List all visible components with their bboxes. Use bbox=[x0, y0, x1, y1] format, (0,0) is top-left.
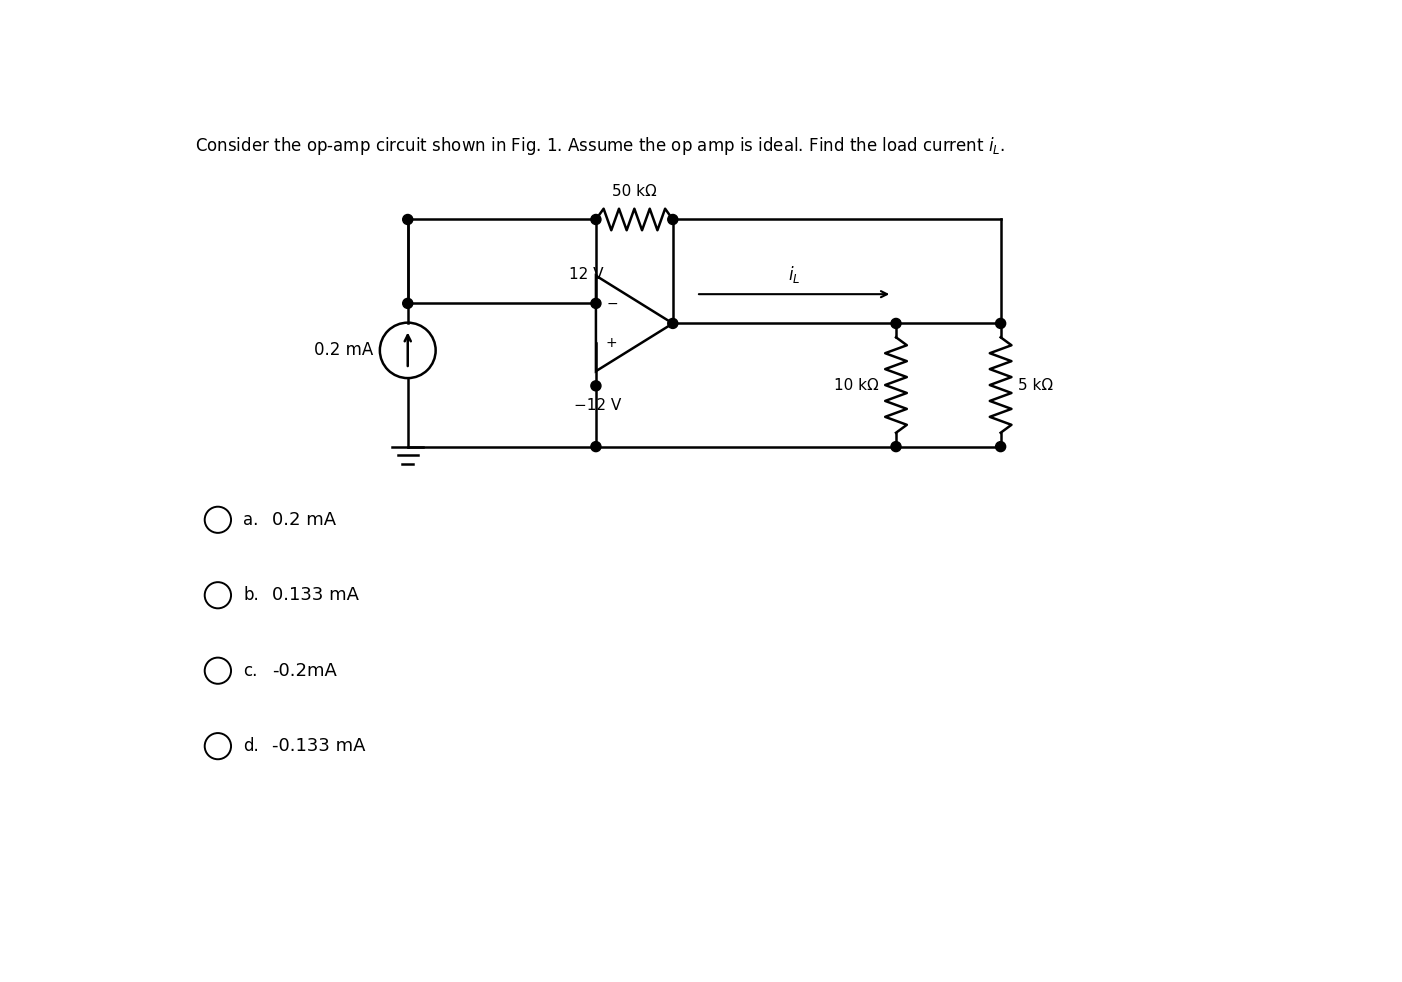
Text: −: − bbox=[607, 297, 618, 310]
Text: −12 V: −12 V bbox=[573, 398, 621, 413]
Circle shape bbox=[590, 299, 601, 308]
Text: 0.2 mA: 0.2 mA bbox=[272, 511, 336, 528]
Text: 12 V: 12 V bbox=[569, 267, 604, 282]
Circle shape bbox=[590, 381, 601, 391]
Circle shape bbox=[995, 318, 1005, 328]
Text: +: + bbox=[606, 337, 618, 351]
Text: -0.133 mA: -0.133 mA bbox=[272, 737, 366, 755]
Text: b.: b. bbox=[244, 586, 259, 604]
Text: 5 kΩ: 5 kΩ bbox=[1018, 377, 1053, 393]
Text: 0.133 mA: 0.133 mA bbox=[272, 586, 359, 604]
Text: $i_L$: $i_L$ bbox=[788, 264, 801, 285]
Circle shape bbox=[995, 442, 1005, 452]
Text: 50 kΩ: 50 kΩ bbox=[613, 184, 656, 198]
Circle shape bbox=[890, 318, 901, 328]
Circle shape bbox=[402, 299, 412, 308]
Circle shape bbox=[402, 214, 412, 225]
Circle shape bbox=[590, 214, 601, 225]
Text: 0.2 mA: 0.2 mA bbox=[314, 342, 374, 359]
Circle shape bbox=[667, 214, 677, 225]
Circle shape bbox=[590, 442, 601, 452]
Text: c.: c. bbox=[244, 662, 258, 680]
Text: -0.2mA: -0.2mA bbox=[272, 662, 336, 680]
Text: Consider the op-amp circuit shown in Fig. 1. Assume the op amp is ideal. Find th: Consider the op-amp circuit shown in Fig… bbox=[195, 135, 1005, 157]
Text: d.: d. bbox=[244, 737, 259, 755]
Circle shape bbox=[890, 442, 901, 452]
Text: 10 kΩ: 10 kΩ bbox=[834, 377, 879, 393]
Circle shape bbox=[667, 318, 677, 328]
Text: a.: a. bbox=[244, 511, 259, 528]
